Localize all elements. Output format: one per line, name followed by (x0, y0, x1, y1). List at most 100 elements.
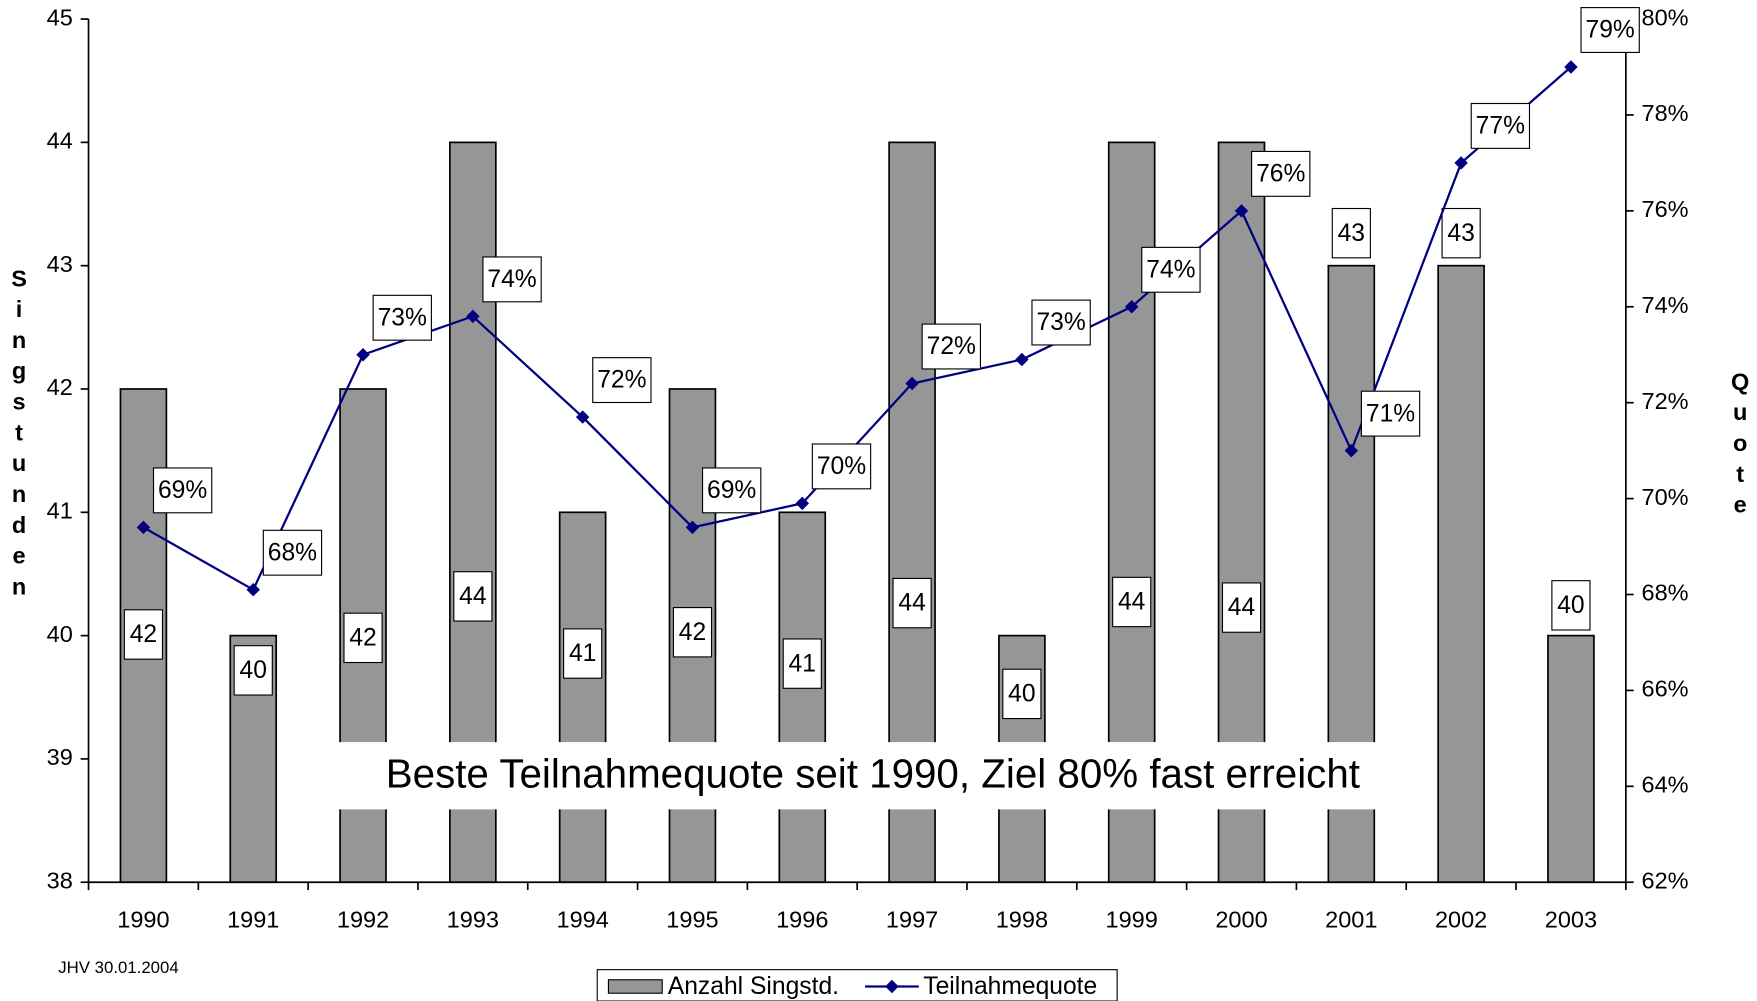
data-label-box (152, 467, 213, 514)
bar-label: 42 (349, 624, 376, 651)
data-label-box (482, 256, 542, 303)
x-tick-label: 2003 (1545, 907, 1597, 933)
bar-label-box (782, 638, 822, 689)
y-tick-label: 38 (47, 867, 73, 893)
legend-box (596, 969, 1118, 1001)
bar-label: 42 (130, 621, 157, 648)
y2-tick-label: 70% (1642, 484, 1689, 510)
bar-label-box (1441, 207, 1481, 259)
bar-label: 44 (459, 583, 486, 610)
bar-label-box (1002, 668, 1042, 720)
data-label: 68% (268, 539, 317, 566)
data-label: 76% (1256, 161, 1305, 188)
data-label-box (1470, 102, 1531, 149)
y-tick-label: 39 (47, 744, 73, 770)
annotation-bg (336, 742, 1407, 810)
y2-tick-label: 68% (1642, 580, 1689, 606)
bar-label: 43 (1447, 220, 1474, 247)
marker (1124, 300, 1139, 314)
marker (246, 582, 260, 597)
x-tick-label: 1994 (557, 907, 609, 933)
legend-swatch (607, 979, 663, 994)
data-label: 74% (487, 266, 536, 293)
bar-label: 42 (679, 619, 706, 646)
legend-marker (885, 979, 899, 994)
data-label: 77% (1476, 113, 1525, 140)
y-tick-label: 44 (47, 128, 73, 154)
marker (685, 520, 700, 535)
y-tick-label: 40 (47, 621, 73, 647)
x-tick-label: 1998 (996, 907, 1048, 933)
annotation: Beste Teilnahmequote seit 1990, Ziel 80%… (386, 751, 1360, 797)
bar-label-box (453, 571, 493, 622)
bar-label-box (233, 645, 273, 696)
x-tick-label: 2001 (1325, 907, 1377, 933)
data-label-box (1360, 390, 1421, 437)
bar-label-box (1221, 582, 1262, 633)
data-label-box (701, 467, 762, 514)
marker (1015, 352, 1029, 367)
data-label: 73% (1036, 309, 1085, 336)
y2-tick-label: 72% (1642, 388, 1689, 414)
bar-label-box (892, 577, 932, 629)
bar-label: 41 (569, 640, 596, 667)
data-label: 71% (1366, 400, 1415, 427)
data-label: 72% (927, 333, 976, 360)
data-label: 69% (158, 477, 207, 504)
bar-label: 43 (1338, 220, 1365, 247)
bar-label: 40 (1557, 592, 1584, 619)
data-label-box (262, 529, 323, 576)
y2-tick-label: 80% (1642, 4, 1689, 30)
bar-label: 41 (789, 650, 816, 677)
footnote: JHV 30.01.2004 (58, 958, 178, 977)
data-label-box (372, 294, 432, 341)
y2-tick-label: 66% (1642, 676, 1689, 702)
y2-tick-label: 78% (1642, 100, 1689, 126)
marker (466, 309, 480, 324)
data-label: 72% (597, 367, 646, 394)
bar-label-box (1112, 576, 1152, 628)
bar-label: 44 (1118, 589, 1145, 616)
marker (575, 410, 590, 424)
data-label-box (592, 357, 652, 404)
bar-label-box (1551, 580, 1591, 631)
marker (905, 376, 919, 391)
bar-label: 40 (240, 657, 267, 684)
y-tick-label: 42 (47, 374, 73, 400)
x-tick-label: 2002 (1435, 907, 1487, 933)
data-label-box (1031, 299, 1091, 346)
marker (356, 348, 370, 362)
x-tick-label: 1990 (117, 907, 169, 933)
bar-label: 44 (898, 590, 925, 617)
plot: Beste Teilnahmequote seit 1990, Ziel 80%… (11, 4, 1749, 1001)
marker (1234, 204, 1249, 218)
x-tick-label: 2000 (1215, 907, 1267, 933)
bar (558, 511, 607, 884)
x-tick-label: 1991 (227, 907, 279, 933)
bar (1547, 634, 1595, 884)
data-label-box (1251, 150, 1311, 197)
x-tick-label: 1995 (666, 907, 718, 933)
bar-label-box (343, 612, 383, 664)
bar-label: 44 (1228, 594, 1255, 621)
bar (778, 511, 827, 884)
y2-tick-label: 64% (1642, 772, 1689, 798)
bar-label-box (672, 607, 713, 658)
bar (1437, 264, 1485, 884)
data-label: 69% (707, 477, 756, 504)
data-label-box (1580, 7, 1640, 53)
bar-label-box (563, 628, 603, 679)
y2-tick-label: 74% (1642, 292, 1689, 318)
bar-label-box (1331, 207, 1371, 259)
y-tick-label: 45 (47, 4, 73, 30)
data-label-box (1141, 246, 1201, 293)
legend-label: Anzahl Singstd. (668, 973, 839, 1000)
data-label: 74% (1146, 256, 1195, 283)
data-label-box (921, 323, 981, 370)
legend-label: Teilnahmequote (923, 973, 1097, 1000)
y2-tick-label: 62% (1642, 867, 1689, 893)
data-label: 79% (1585, 17, 1634, 44)
